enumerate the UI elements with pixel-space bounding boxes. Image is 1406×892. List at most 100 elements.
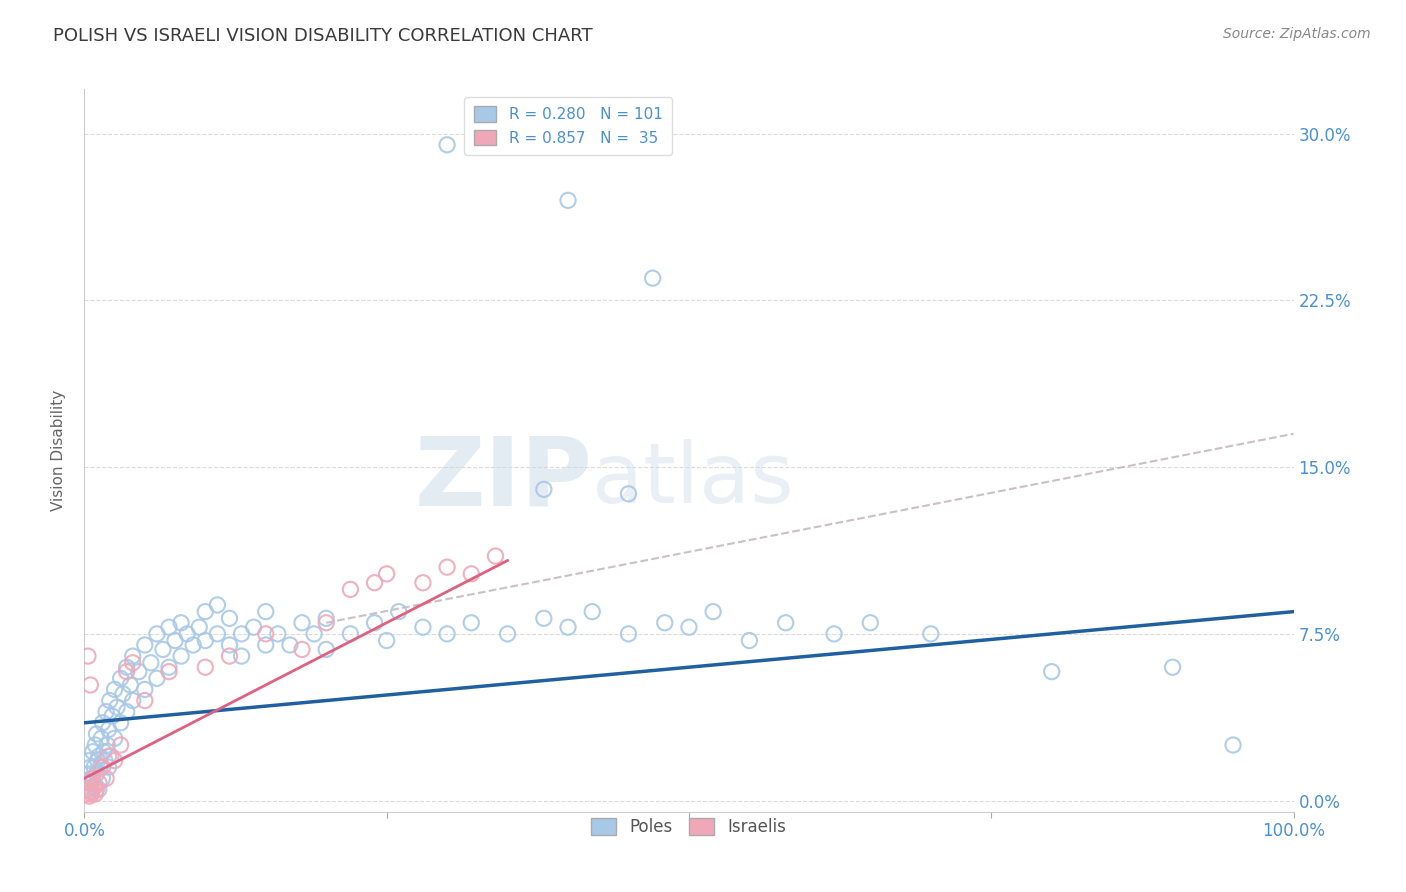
Point: [101, 709, 124, 723]
Point: [94, 705, 117, 719]
Point: [110, 715, 132, 730]
Point: [86, 754, 108, 768]
Point: [460, 566, 482, 581]
Point: [77, 754, 100, 768]
Point: [79, 760, 101, 774]
Point: [115, 705, 138, 719]
Point: [86, 782, 108, 797]
Point: [315, 611, 337, 625]
Point: [254, 627, 277, 641]
Point: [496, 627, 519, 641]
Point: [363, 615, 385, 630]
Point: [1161, 660, 1184, 674]
Point: [375, 633, 398, 648]
Point: [87, 776, 110, 790]
Point: [146, 671, 169, 685]
Point: [134, 682, 156, 697]
Point: [641, 271, 664, 285]
Point: [484, 549, 506, 563]
Point: [82, 772, 104, 786]
Point: [181, 638, 204, 652]
Point: [84, 778, 107, 792]
Text: Source: ZipAtlas.com: Source: ZipAtlas.com: [1223, 27, 1371, 41]
Point: [110, 738, 132, 752]
Point: [121, 656, 143, 670]
Point: [170, 649, 193, 664]
Point: [315, 642, 337, 657]
Point: [91, 760, 114, 774]
Point: [83, 760, 105, 774]
Point: [339, 582, 361, 597]
Point: [188, 620, 211, 634]
Point: [120, 678, 142, 692]
Point: [267, 627, 290, 641]
Point: [242, 620, 264, 634]
Point: [104, 682, 127, 697]
Point: [86, 767, 108, 781]
Point: [121, 693, 143, 707]
Legend: Poles, Israelis: Poles, Israelis: [585, 812, 793, 843]
Point: [76, 787, 98, 801]
Point: [77, 767, 100, 781]
Point: [83, 780, 105, 795]
Point: [115, 660, 138, 674]
Point: [94, 772, 117, 786]
Point: [157, 620, 180, 634]
Point: [82, 773, 104, 788]
Point: [91, 715, 114, 730]
Point: [1222, 738, 1244, 752]
Point: [738, 633, 761, 648]
Text: POLISH VS ISRAELI VISION DISABILITY CORRELATION CHART: POLISH VS ISRAELI VISION DISABILITY CORR…: [53, 27, 593, 45]
Point: [775, 615, 797, 630]
Point: [90, 731, 112, 746]
Point: [170, 615, 193, 630]
Point: [436, 137, 458, 152]
Point: [105, 700, 128, 714]
Point: [254, 638, 277, 652]
Point: [112, 687, 135, 701]
Point: [339, 627, 361, 641]
Text: ZIP: ZIP: [415, 433, 592, 526]
Point: [823, 627, 845, 641]
Point: [93, 745, 115, 759]
Point: [207, 598, 229, 612]
Point: [194, 660, 217, 674]
Point: [218, 649, 240, 664]
Point: [194, 605, 217, 619]
Point: [134, 693, 156, 707]
Point: [134, 638, 156, 652]
Point: [87, 782, 110, 797]
Point: [194, 633, 217, 648]
Text: atlas: atlas: [592, 439, 794, 520]
Point: [79, 678, 101, 692]
Point: [557, 194, 579, 208]
Point: [363, 575, 385, 590]
Point: [254, 605, 277, 619]
Point: [231, 649, 253, 664]
Point: [388, 605, 411, 619]
Point: [460, 615, 482, 630]
Point: [702, 605, 724, 619]
Point: [533, 483, 555, 497]
Point: [96, 738, 118, 752]
Point: [104, 731, 127, 746]
Point: [176, 627, 198, 641]
Point: [291, 615, 314, 630]
Point: [80, 785, 103, 799]
Point: [97, 760, 120, 774]
Point: [89, 760, 111, 774]
Point: [533, 611, 555, 625]
Point: [436, 627, 458, 641]
Point: [278, 638, 301, 652]
Point: [121, 649, 143, 664]
Point: [1040, 665, 1063, 679]
Point: [80, 772, 103, 786]
Point: [165, 633, 187, 648]
Point: [146, 627, 169, 641]
Point: [104, 754, 127, 768]
Point: [207, 627, 229, 641]
Point: [139, 656, 162, 670]
Point: [231, 627, 253, 641]
Point: [82, 745, 104, 759]
Point: [436, 560, 458, 574]
